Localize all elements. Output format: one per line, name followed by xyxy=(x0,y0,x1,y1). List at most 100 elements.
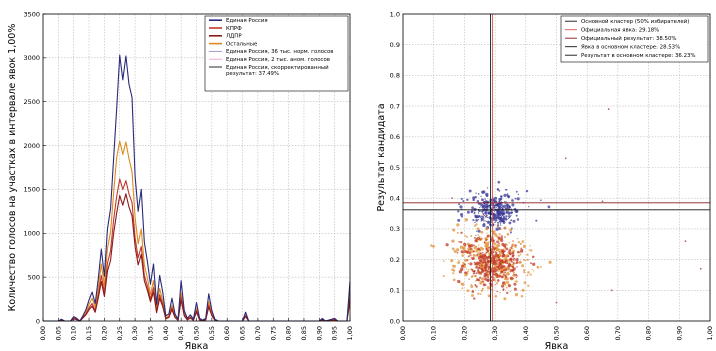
scatter-point xyxy=(458,259,460,262)
scatter-point xyxy=(453,249,457,253)
scatter-point xyxy=(476,199,480,203)
scatter-point xyxy=(477,279,481,282)
x-tick-label: 0,90 xyxy=(675,326,683,340)
scatter-point xyxy=(474,236,476,239)
scatter-point xyxy=(479,202,483,206)
scatter-point xyxy=(460,215,463,218)
scatter-point xyxy=(467,244,472,248)
scatter-point xyxy=(477,234,480,236)
scatter-point xyxy=(479,246,483,250)
y-tick-label: 1.0 xyxy=(390,10,400,18)
scatter-point xyxy=(458,203,461,206)
x-tick-label: 0,85 xyxy=(300,326,308,340)
scatter-point xyxy=(495,259,499,263)
scatter-point xyxy=(484,263,487,265)
x-tick-label: 0,45 xyxy=(177,326,185,340)
scatter-point xyxy=(498,251,502,255)
scatter-point xyxy=(505,215,508,218)
scatter-point xyxy=(495,235,499,238)
scatter-point xyxy=(505,286,508,289)
scatter-point xyxy=(480,264,484,267)
scatter-point xyxy=(486,232,488,234)
scatter-point xyxy=(515,190,518,193)
x-tick-label: 0,80 xyxy=(645,326,653,340)
scatter-point xyxy=(467,247,469,250)
scatter-point xyxy=(514,197,517,200)
scatter-point xyxy=(483,220,485,222)
scatter-point xyxy=(529,245,531,247)
scatter-point xyxy=(523,271,526,274)
scatter-point xyxy=(505,272,510,276)
scatter-point xyxy=(483,241,486,244)
scatter-point xyxy=(452,278,456,282)
scatter-point xyxy=(515,214,518,217)
x-tick-label: 0,20 xyxy=(100,326,108,340)
scatter-point xyxy=(497,214,499,216)
scatter-point xyxy=(468,249,470,251)
scatter-point xyxy=(510,219,513,222)
scatter-point xyxy=(465,236,468,238)
y-tick-label: 0.9 xyxy=(390,41,400,49)
scatter-point xyxy=(485,227,489,231)
scatter-point xyxy=(466,250,470,254)
scatter-point xyxy=(472,275,474,277)
scatter-point xyxy=(525,189,529,193)
scatter-point xyxy=(462,246,465,249)
x-tick-label: 0,35 xyxy=(146,326,154,340)
scatter-point xyxy=(504,275,508,279)
scatter-point xyxy=(486,276,490,279)
scatter-point xyxy=(497,267,501,271)
scatter-point xyxy=(528,249,531,251)
scatter-point xyxy=(477,247,480,251)
x-tick-label: 0,70 xyxy=(254,326,262,340)
scatter-point xyxy=(476,227,480,231)
scatter-point xyxy=(496,265,499,269)
scatter-point xyxy=(516,266,518,268)
scatter-point xyxy=(520,294,524,298)
legend-label: результат: 37.49% xyxy=(226,71,279,77)
scatter-point xyxy=(464,234,467,237)
scatter-point xyxy=(466,289,470,293)
scatter-point xyxy=(482,215,485,218)
scatter-point xyxy=(468,268,470,271)
scatter-point xyxy=(494,253,498,257)
scatter-point xyxy=(499,214,502,217)
scatter-point xyxy=(497,255,500,258)
scatter-point xyxy=(492,206,496,209)
scatter-point xyxy=(527,284,530,287)
scatter-point xyxy=(475,234,477,236)
scatter-point xyxy=(500,195,503,198)
y-axis-label: Результат кандидата xyxy=(376,103,387,211)
scatter-point xyxy=(506,262,509,265)
scatter-point xyxy=(487,294,491,298)
scatter-point xyxy=(456,248,460,252)
scatter-point xyxy=(521,240,525,243)
scatter-point xyxy=(476,261,480,265)
scatter-point xyxy=(464,258,468,262)
x-tick-label: 1,00 xyxy=(706,326,714,340)
scatter-point xyxy=(453,269,456,272)
scatter-point xyxy=(463,263,466,266)
scatter-point xyxy=(498,242,500,244)
scatter-point xyxy=(498,275,501,278)
scatter-point xyxy=(510,260,513,263)
scatter-point xyxy=(502,250,504,252)
scatter-point xyxy=(517,193,520,196)
scatter-point xyxy=(505,247,509,251)
scatter-point xyxy=(496,188,500,191)
scatter-point xyxy=(486,235,490,238)
scatter-point xyxy=(535,219,538,222)
scatter-point xyxy=(469,247,472,250)
scatter-point xyxy=(526,274,529,277)
scatter-point xyxy=(514,293,519,297)
scatter-point xyxy=(452,228,456,232)
scatter-point xyxy=(488,246,491,249)
scatter-point xyxy=(460,267,464,271)
scatter-point xyxy=(484,261,487,264)
scatter-point xyxy=(493,267,496,270)
scatter-point xyxy=(516,261,519,264)
scatter-point xyxy=(480,289,484,292)
legend-label: Остальные xyxy=(226,41,258,47)
scatter-point xyxy=(494,294,498,298)
x-tick-label: 0,80 xyxy=(285,326,293,340)
